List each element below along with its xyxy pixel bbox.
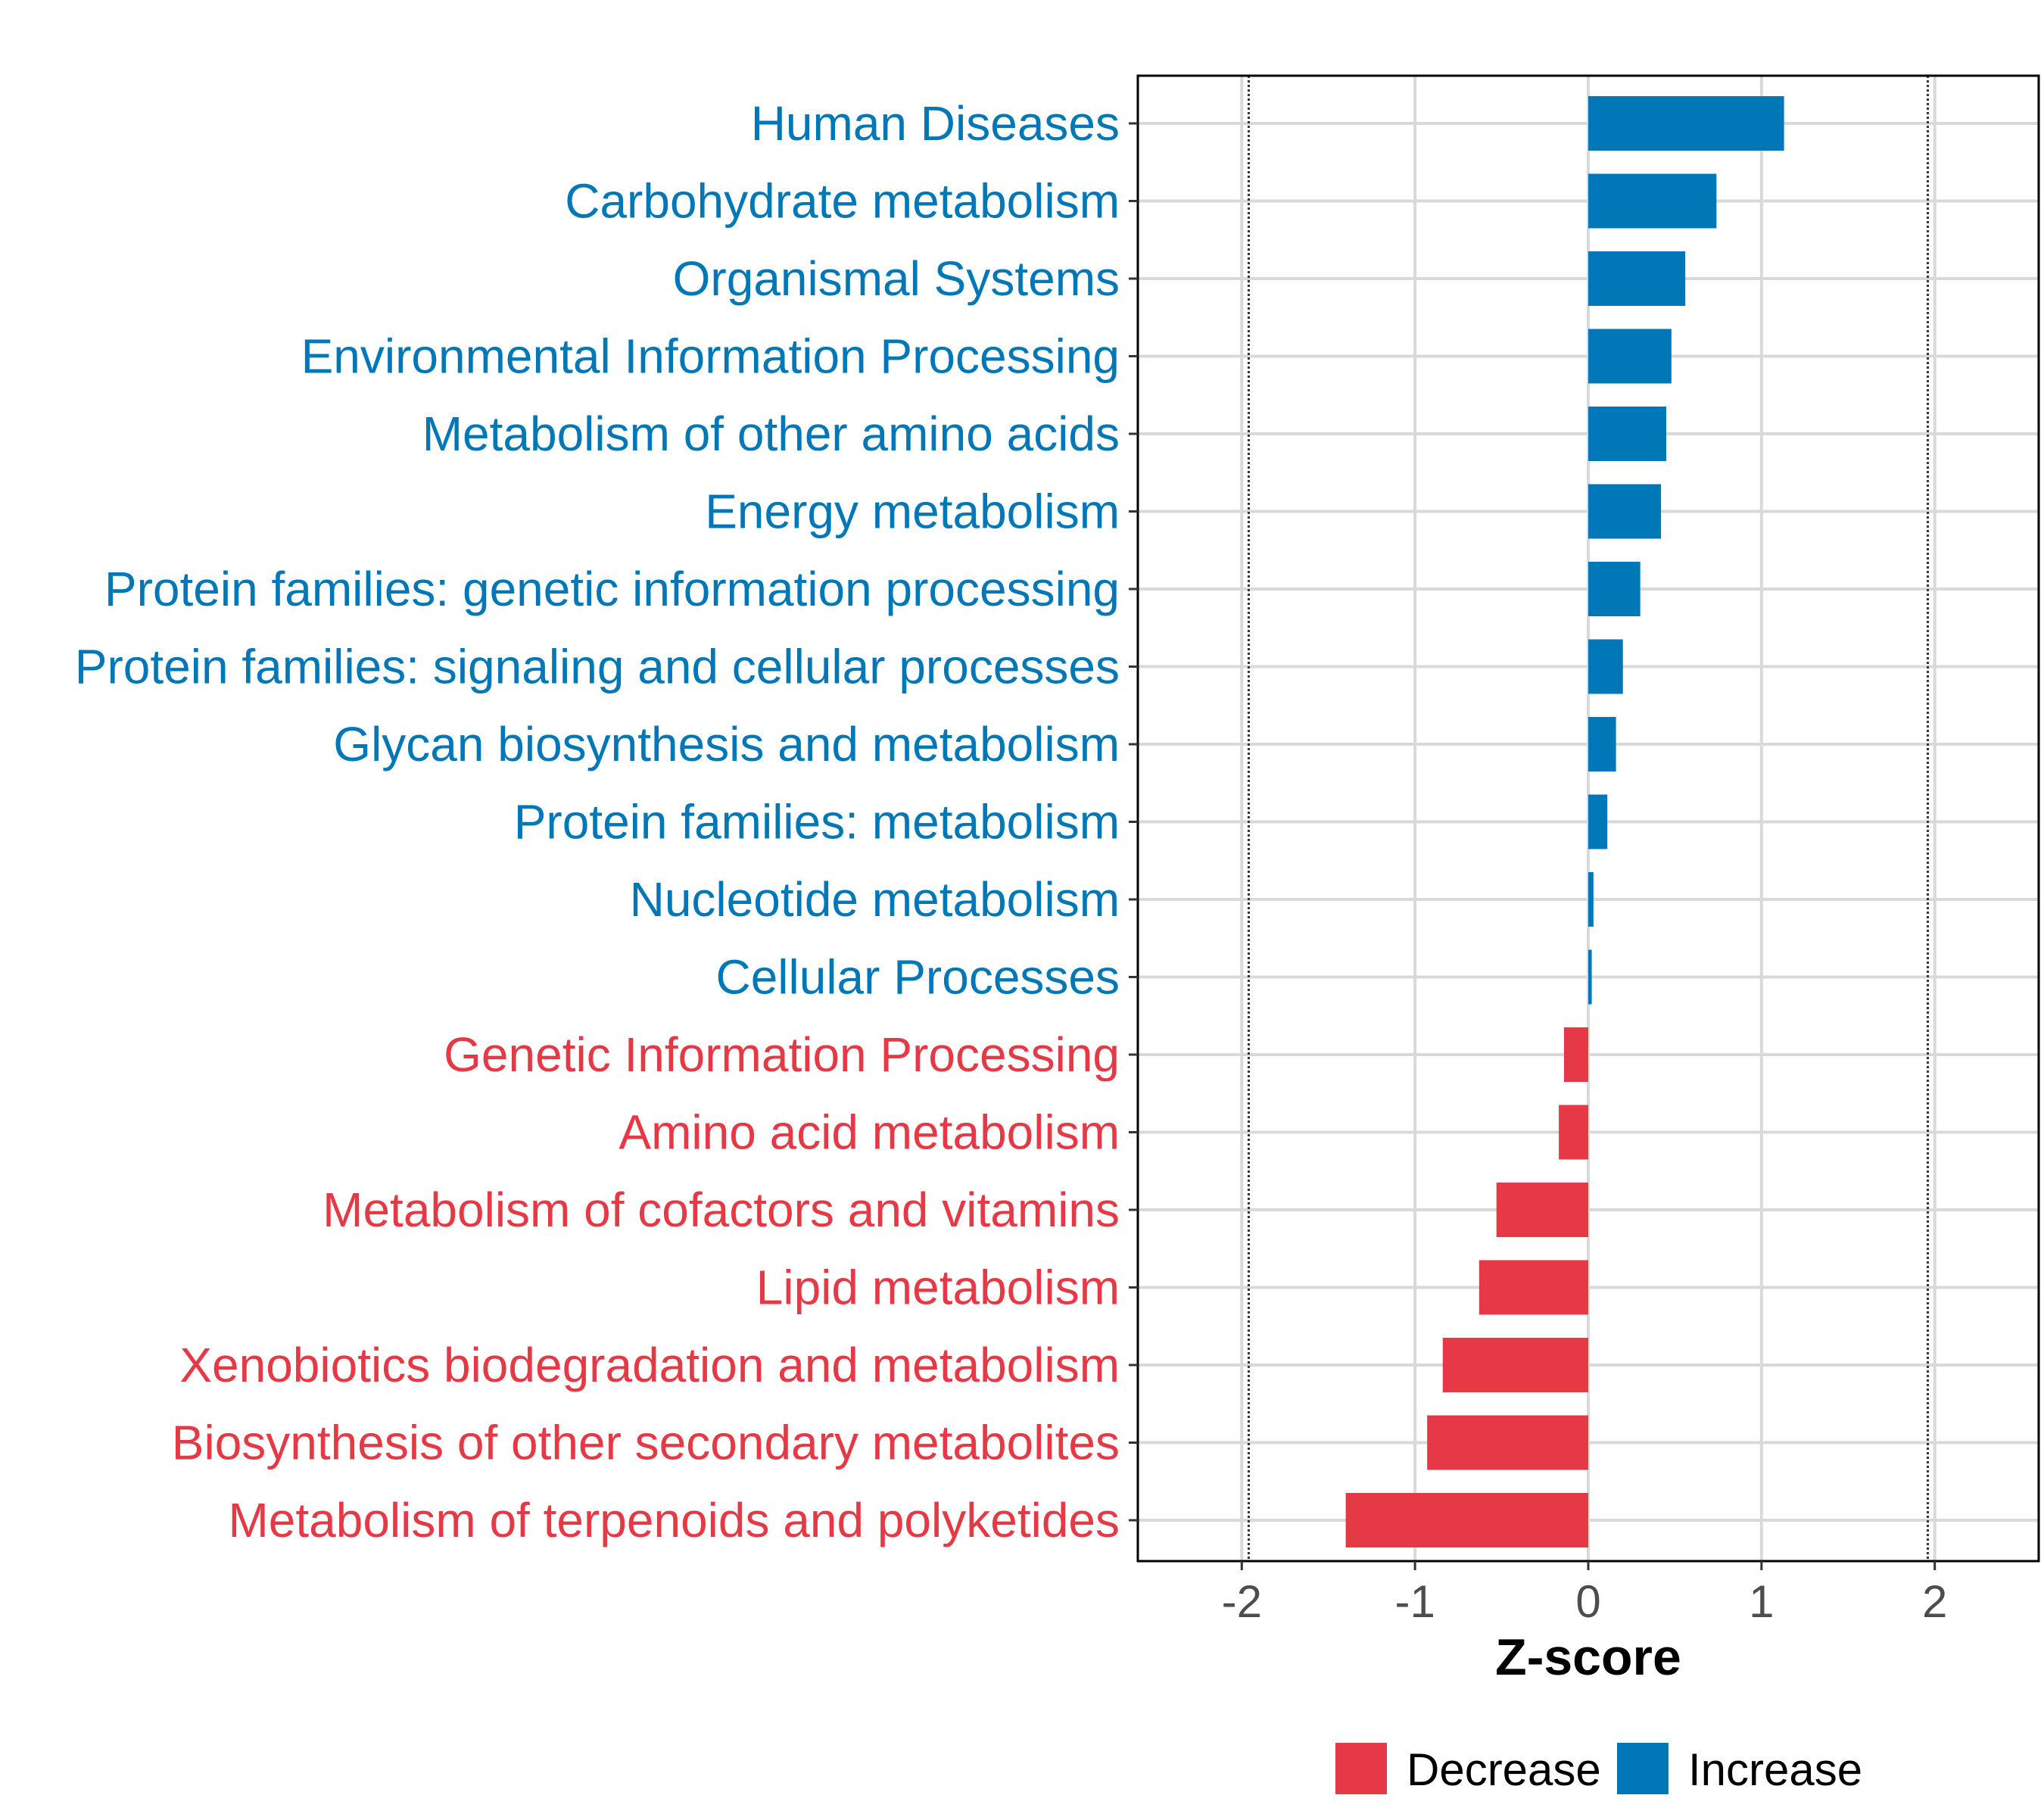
bar [1588, 96, 1784, 151]
bar [1559, 1105, 1588, 1160]
reference-lines [1247, 76, 1930, 1561]
legend-swatch-decrease [1335, 1743, 1387, 1794]
legend-label-increase: Increase [1688, 1744, 1862, 1795]
category-label: Protein families: signaling and cellular… [75, 640, 1120, 694]
category-label: Energy metabolism [705, 485, 1120, 539]
bars [1345, 96, 1784, 1547]
bar [1588, 407, 1666, 461]
bar [1588, 562, 1640, 616]
x-tick-label: 1 [1749, 1576, 1774, 1627]
category-label: Amino acid metabolism [618, 1105, 1120, 1160]
legend-swatch-increase [1617, 1743, 1669, 1794]
category-label: Environmental Information Processing [301, 329, 1120, 384]
bar [1588, 717, 1616, 771]
x-axis-title: Z-score [1495, 1628, 1681, 1686]
category-label: Metabolism of cofactors and vitamins [322, 1183, 1120, 1237]
bar [1345, 1493, 1588, 1547]
bar [1588, 794, 1608, 849]
bar [1496, 1183, 1588, 1237]
category-label: Genetic Information Processing [444, 1027, 1120, 1082]
bar [1588, 639, 1623, 694]
y-axis-labels: Human Diseases Carbohydrate metabolism Org… [75, 96, 1120, 1547]
category-label: Biosynthesis of other secondary metaboli… [172, 1416, 1120, 1470]
bar [1588, 173, 1717, 229]
bar [1442, 1338, 1588, 1392]
bar [1588, 872, 1594, 927]
x-tick-label: 2 [1922, 1576, 1947, 1627]
bar [1588, 949, 1592, 1005]
category-label: Protein families: metabolism [514, 795, 1120, 849]
category-label: Protein families: genetic information pr… [104, 562, 1120, 616]
bar [1563, 1027, 1588, 1082]
category-label: Nucleotide metabolism [630, 872, 1120, 927]
bar [1588, 329, 1672, 384]
category-label: Metabolism of other amino acids [422, 407, 1120, 461]
category-label: Xenobiotics biodegradation and metabolis… [179, 1338, 1120, 1392]
legend: Decrease Increase [1335, 1743, 1862, 1795]
category-label: Organismal Systems [673, 251, 1120, 306]
x-tick-label: -1 [1394, 1576, 1435, 1627]
x-axis-ticks: -2 -1 0 1 2 [1222, 1561, 1947, 1627]
category-label: Glycan biosynthesis and metabolism [333, 717, 1120, 771]
x-tick-label: -2 [1222, 1576, 1262, 1627]
category-label: Human Diseases [751, 96, 1120, 151]
category-label: Lipid metabolism [756, 1261, 1120, 1315]
bar [1588, 251, 1686, 306]
legend-label-decrease: Decrease [1407, 1744, 1601, 1795]
y-axis-ticks [1129, 122, 1138, 1522]
bar [1588, 484, 1662, 539]
bar [1427, 1415, 1588, 1470]
category-label: Carbohydrate metabolism [565, 174, 1120, 229]
x-tick-label: 0 [1575, 1576, 1600, 1627]
bar [1478, 1260, 1588, 1315]
category-label: Cellular Processes [715, 950, 1120, 1005]
category-label: Metabolism of terpenoids and polyketides [228, 1493, 1120, 1547]
